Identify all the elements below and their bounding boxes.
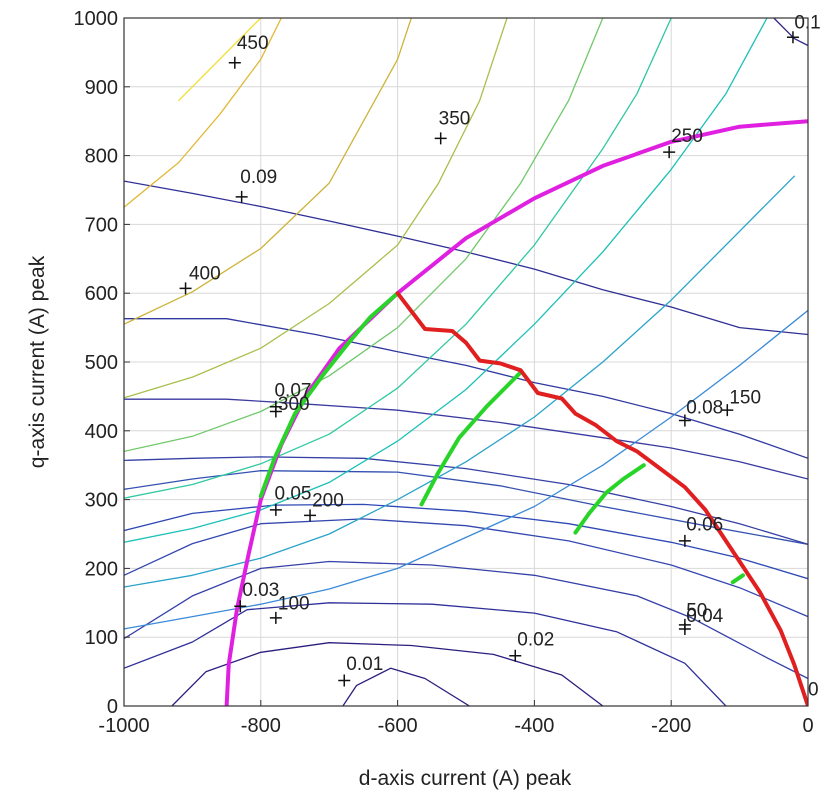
y-tick-label: 100 (85, 627, 118, 649)
series-line (124, 456, 808, 545)
x-tick-label: 0 (802, 715, 813, 737)
y-tick-label: 600 (85, 283, 118, 305)
series-line (124, 175, 795, 588)
contour-label: 400 (189, 263, 221, 284)
contour-marker (304, 509, 317, 522)
contour-label: 0.03 (242, 580, 279, 601)
contour-label: 250 (671, 126, 703, 147)
x-tick-label: -400 (514, 715, 554, 737)
contour-marker (179, 282, 192, 295)
series-line (342, 667, 471, 706)
contour-label: 0.01 (346, 654, 383, 675)
series-line (395, 291, 808, 706)
series-line (171, 642, 604, 706)
contour-marker (269, 503, 282, 516)
contour-marker (234, 600, 247, 613)
series-line (124, 18, 412, 325)
contour-marker (721, 404, 734, 417)
contour-label: 0.05 (274, 484, 311, 505)
series-line (419, 370, 523, 507)
series-line (224, 119, 808, 706)
series-line (124, 518, 808, 618)
series-line (124, 18, 604, 453)
contour-marker (663, 146, 676, 159)
series-line (124, 18, 672, 499)
contour-label: 0.07 (274, 380, 311, 401)
y-tick-group: 0 100 200 300 400 500 600 700 800 900 1000 (74, 8, 130, 718)
contour-label: 100 (278, 594, 310, 615)
series-line (124, 18, 508, 399)
series-line (124, 602, 727, 706)
series-line (124, 398, 808, 480)
series-line (730, 573, 745, 585)
series-line (124, 180, 808, 336)
contour-label: 150 (729, 387, 761, 408)
series-line (258, 291, 400, 499)
x-axis-label: d-axis current (A) peak (359, 767, 572, 790)
series-group (124, 18, 808, 706)
y-tick-label: 300 (85, 490, 118, 512)
contour-label: 0.04 (686, 606, 723, 627)
contour-marker (509, 649, 522, 662)
contour-marker (269, 611, 282, 624)
contour-marker (228, 56, 241, 69)
series-line (124, 503, 808, 580)
markers-group (179, 31, 799, 687)
contour-label: 50 (686, 601, 707, 622)
contour-label: 300 (278, 394, 310, 415)
series-line (124, 318, 808, 459)
y-tick-label: 700 (85, 214, 118, 236)
contour-marker (678, 414, 691, 427)
contour-label: 450 (237, 33, 269, 54)
series-line (124, 470, 808, 545)
contour-marker (678, 534, 691, 547)
contour-marker (338, 674, 351, 687)
contour-label: 200 (312, 490, 344, 511)
contour-marker (235, 190, 248, 203)
y-tick-label: 1000 (74, 8, 119, 30)
x-tick-group: -1000 -800 -600 -400 -200 0 (98, 700, 814, 737)
x-tick-label: -1000 (98, 715, 149, 737)
series-line (124, 18, 282, 208)
contour-marker (269, 405, 282, 418)
contour-marker (786, 31, 799, 44)
y-tick-label: 0 (107, 696, 118, 718)
series-line (573, 463, 646, 535)
series-line (773, 18, 808, 47)
contour-label: 350 (439, 109, 471, 130)
contour-label: 0.02 (517, 629, 554, 650)
contour-label: 0.06 (686, 515, 723, 536)
x-tick-label: -800 (241, 715, 281, 737)
contour-marker (434, 132, 447, 145)
contour-marker (678, 622, 691, 635)
y-tick-label: 900 (85, 77, 118, 99)
y-axis-label: q-axis current (A) peak (26, 255, 49, 468)
x-tick-label: -600 (378, 715, 418, 737)
y-tick-label: 500 (85, 352, 118, 374)
series-line (178, 18, 262, 102)
contour-label: 0 (808, 680, 819, 701)
series-line (124, 560, 808, 680)
x-tick-label: -200 (651, 715, 691, 737)
series-line (124, 18, 768, 543)
grid (123, 17, 809, 707)
y-tick-label: 200 (85, 558, 118, 580)
y-tick-label: 400 (85, 421, 118, 443)
y-tick-label: 800 (85, 146, 118, 168)
contour-label: 0.09 (240, 167, 277, 188)
contour-label: 0.08 (686, 398, 723, 419)
